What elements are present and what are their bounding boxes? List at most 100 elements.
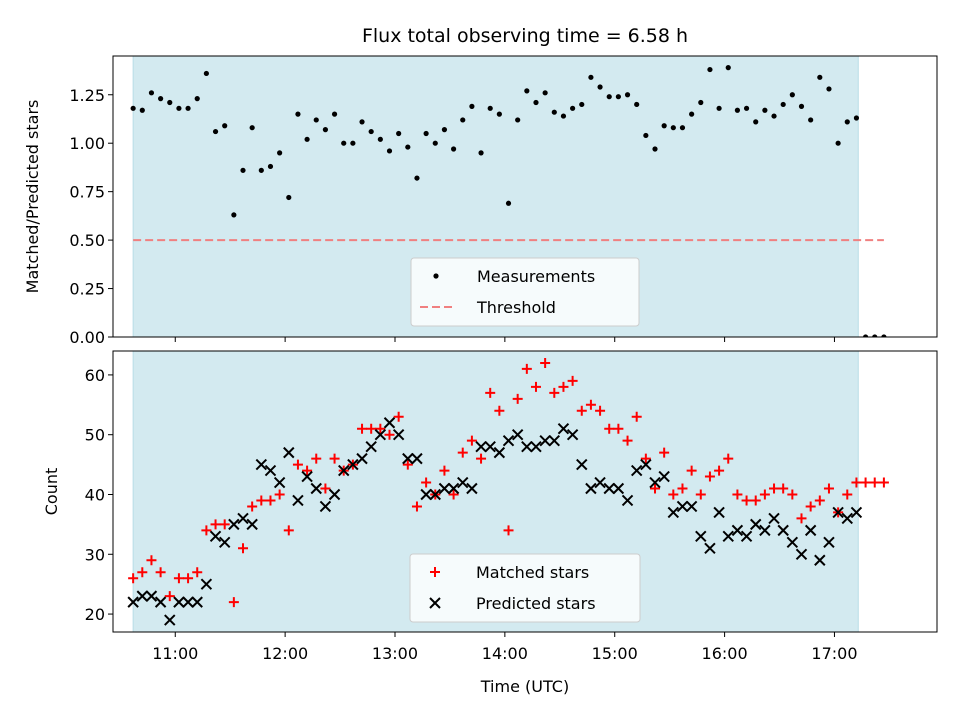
y-axis-title: Matched/Predicted stars — [23, 100, 42, 294]
predicted-star-point — [127, 596, 139, 608]
measurement-point — [624, 92, 631, 98]
measurement-point — [689, 111, 695, 117]
matched-star-point — [558, 381, 569, 392]
matched-star-point — [686, 465, 697, 476]
predicted-star-point — [576, 458, 588, 471]
predicted-star-point — [447, 482, 460, 495]
ratio-panel: 0.00 0.25 0.50 0.75 1.00 1.25 Matched/Predicte… — [23, 55, 938, 347]
measurement-point — [441, 127, 448, 133]
measurement-point — [597, 84, 603, 90]
matched-star-point — [164, 591, 175, 602]
predicted-star-point — [740, 530, 753, 543]
matched-star-point — [128, 573, 139, 584]
measurement-point — [643, 132, 649, 139]
measurement-point — [734, 107, 741, 113]
measurement-point — [167, 99, 173, 106]
matched-star-point — [411, 501, 422, 512]
predicted-star-point — [548, 434, 561, 447]
matched-star-point — [192, 567, 203, 578]
predicted-star-point — [438, 482, 451, 495]
legend-box — [410, 257, 640, 327]
matched-star-point — [613, 423, 624, 434]
matched-star-point — [604, 423, 615, 434]
measurement-point — [203, 70, 209, 77]
measurement-point — [396, 130, 402, 137]
measurement-point — [414, 175, 420, 181]
axes-frame — [112, 55, 938, 338]
measurement-point — [716, 105, 722, 111]
predicted-star-point — [200, 578, 213, 590]
predicted-star-point — [383, 417, 396, 429]
y-axis-title: Count — [42, 468, 61, 516]
measurement-point — [551, 109, 557, 115]
predicted-star-point — [319, 500, 332, 513]
predicted-star-point — [411, 452, 423, 465]
predicted-star-point — [695, 530, 707, 543]
matched-star-point — [320, 483, 331, 494]
predicted-star-point — [356, 452, 368, 465]
legend-label: Matched stars — [476, 563, 589, 582]
matched-star-point — [155, 567, 166, 578]
predicted-star-point — [630, 464, 643, 477]
matched-star-point — [329, 453, 340, 464]
matched-star-point — [567, 375, 578, 386]
measurement-point — [533, 99, 539, 106]
measurement-point — [725, 65, 731, 71]
predicted-star-point — [676, 500, 689, 513]
predicted-star-point — [292, 494, 304, 507]
matched-star-point — [677, 483, 688, 494]
predicted-star-point — [658, 470, 670, 483]
matched-star-point — [384, 429, 395, 440]
y-tick-label: 1.00 — [69, 134, 105, 153]
series-0 — [130, 65, 887, 337]
predicted-star-point — [832, 506, 844, 519]
predicted-star-point — [218, 536, 231, 549]
matched-star-point — [585, 399, 596, 410]
measurement-point — [194, 96, 200, 102]
matched-star-point — [668, 489, 679, 500]
predicted-star-point — [145, 590, 158, 602]
predicted-star-point — [594, 476, 606, 489]
predicted-star-point — [704, 542, 716, 555]
matched-star-point — [146, 555, 157, 566]
y-tick-label: 40 — [85, 485, 105, 504]
predicted-star-point — [530, 440, 542, 453]
predicted-star-point — [136, 590, 149, 602]
measurement-point — [579, 101, 585, 108]
x-tick-label: 15:00 — [592, 644, 638, 663]
predicted-star-point — [182, 596, 194, 608]
measurement-point — [249, 125, 255, 131]
predicted-star-point — [566, 428, 579, 441]
matched-star-point — [183, 573, 194, 584]
predicted-star-point — [475, 440, 487, 453]
predicted-star-point — [667, 506, 680, 519]
matched-star-point — [283, 525, 294, 536]
predicted-star-point — [722, 530, 734, 543]
measurement-point — [432, 140, 438, 146]
measurement-point — [798, 103, 805, 109]
predicted-star-point — [850, 506, 863, 519]
matched-star-point — [823, 483, 834, 494]
predicted-star-point — [173, 596, 185, 608]
matched-star-point — [805, 501, 816, 512]
predicted-star-point — [804, 524, 817, 537]
matched-star-point — [796, 513, 807, 524]
predicted-star-point — [511, 428, 524, 441]
predicted-star-point — [246, 518, 258, 531]
predicted-star-point — [328, 488, 341, 501]
measurement-point — [258, 167, 264, 173]
measurement-point — [487, 105, 493, 111]
measurement-point — [130, 105, 136, 111]
measurement-point — [240, 167, 246, 173]
measurement-point — [771, 113, 777, 119]
matched-star-point — [265, 495, 276, 506]
measurement-point — [222, 123, 228, 129]
matched-star-point — [137, 567, 148, 578]
matched-star-point — [769, 483, 780, 494]
measurement-point — [377, 136, 383, 142]
measurement-point — [862, 334, 869, 337]
x-tick-label: 14:00 — [482, 644, 528, 663]
predicted-star-point — [493, 446, 506, 459]
measurement-point — [826, 86, 832, 92]
predicted-star-point — [759, 524, 771, 537]
